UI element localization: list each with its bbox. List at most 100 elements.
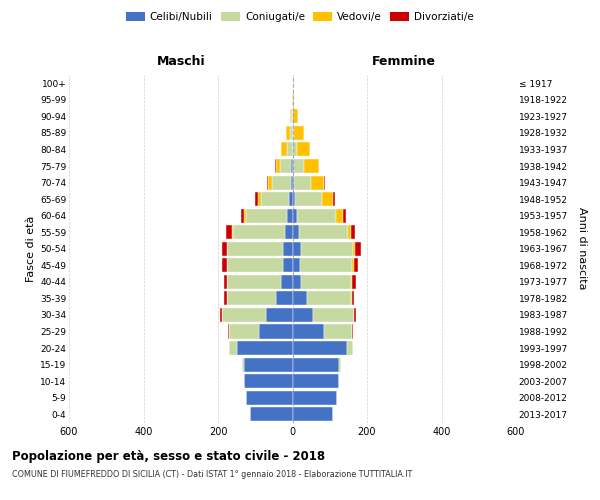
Bar bbox=[227, 242, 283, 256]
Bar bbox=[343, 208, 346, 222]
Bar bbox=[258, 192, 261, 206]
Bar bbox=[351, 275, 352, 289]
Bar bbox=[347, 225, 350, 239]
Bar bbox=[276, 292, 293, 306]
Bar bbox=[236, 341, 293, 355]
Text: COMUNE DI FIUMEFREDDO DI SICILIA (CT) - Dati ISTAT 1° gennaio 2018 - Elaborazion: COMUNE DI FIUMEFREDDO DI SICILIA (CT) - … bbox=[12, 470, 412, 479]
Bar bbox=[322, 192, 333, 206]
Bar bbox=[293, 258, 300, 272]
Bar bbox=[226, 225, 232, 239]
Bar bbox=[228, 324, 229, 338]
Bar bbox=[285, 225, 293, 239]
Bar bbox=[261, 192, 289, 206]
Bar bbox=[352, 292, 354, 306]
Bar bbox=[227, 258, 283, 272]
Bar bbox=[241, 208, 244, 222]
Bar bbox=[297, 208, 336, 222]
Bar bbox=[246, 390, 293, 404]
Bar bbox=[293, 358, 339, 372]
Bar bbox=[244, 374, 293, 388]
Bar bbox=[276, 159, 280, 173]
Bar bbox=[307, 292, 352, 306]
Bar bbox=[287, 142, 293, 156]
Bar bbox=[229, 324, 259, 338]
Bar bbox=[293, 308, 313, 322]
Bar bbox=[297, 142, 310, 156]
Bar bbox=[286, 126, 290, 140]
Bar bbox=[222, 242, 227, 256]
Bar bbox=[293, 390, 337, 404]
Bar bbox=[299, 225, 347, 239]
Text: Maschi: Maschi bbox=[157, 55, 205, 68]
Bar bbox=[290, 176, 293, 190]
Bar bbox=[304, 159, 319, 173]
Bar bbox=[347, 341, 353, 355]
Bar bbox=[293, 159, 304, 173]
Bar bbox=[246, 208, 287, 222]
Bar bbox=[290, 110, 292, 124]
Bar bbox=[280, 159, 292, 173]
Bar bbox=[293, 126, 295, 140]
Bar bbox=[292, 93, 293, 107]
Bar bbox=[293, 292, 307, 306]
Bar bbox=[293, 275, 301, 289]
Text: Femmine: Femmine bbox=[372, 55, 436, 68]
Bar bbox=[295, 126, 304, 140]
Bar bbox=[333, 192, 335, 206]
Bar bbox=[229, 341, 236, 355]
Bar bbox=[287, 208, 293, 222]
Bar bbox=[293, 142, 297, 156]
Bar bbox=[339, 358, 341, 372]
Bar bbox=[354, 258, 358, 272]
Bar bbox=[292, 159, 293, 173]
Legend: Celibi/Nubili, Coniugati/e, Vedovi/e, Divorziati/e: Celibi/Nubili, Coniugati/e, Vedovi/e, Di… bbox=[122, 8, 478, 26]
Bar bbox=[227, 275, 281, 289]
Bar bbox=[350, 225, 355, 239]
Bar bbox=[244, 358, 293, 372]
Bar bbox=[293, 93, 295, 107]
Bar bbox=[352, 258, 354, 272]
Bar bbox=[352, 324, 353, 338]
Bar bbox=[293, 341, 347, 355]
Bar bbox=[255, 192, 258, 206]
Bar bbox=[355, 242, 361, 256]
Bar bbox=[233, 225, 285, 239]
Bar bbox=[293, 176, 294, 190]
Bar bbox=[283, 242, 293, 256]
Bar bbox=[266, 308, 293, 322]
Bar bbox=[250, 407, 293, 422]
Bar bbox=[232, 225, 233, 239]
Bar bbox=[275, 159, 276, 173]
Bar bbox=[311, 176, 324, 190]
Bar bbox=[292, 110, 293, 124]
Y-axis label: Anni di nascita: Anni di nascita bbox=[577, 208, 587, 290]
Bar bbox=[227, 292, 276, 306]
Bar bbox=[295, 192, 322, 206]
Bar bbox=[324, 176, 325, 190]
Bar bbox=[268, 176, 272, 190]
Bar bbox=[267, 176, 268, 190]
Bar bbox=[289, 192, 293, 206]
Bar bbox=[293, 407, 334, 422]
Bar bbox=[301, 275, 351, 289]
Bar bbox=[293, 225, 299, 239]
Bar bbox=[352, 275, 356, 289]
Bar bbox=[281, 142, 287, 156]
Bar bbox=[293, 110, 298, 124]
Bar bbox=[244, 208, 246, 222]
Bar bbox=[259, 324, 293, 338]
Bar bbox=[353, 242, 355, 256]
Bar bbox=[293, 242, 301, 256]
Bar bbox=[301, 242, 353, 256]
Bar bbox=[354, 308, 356, 322]
Bar bbox=[281, 275, 293, 289]
Bar bbox=[324, 324, 352, 338]
Bar bbox=[220, 308, 222, 322]
Bar bbox=[293, 324, 324, 338]
Bar bbox=[293, 192, 295, 206]
Bar bbox=[224, 275, 227, 289]
Bar bbox=[300, 258, 352, 272]
Bar bbox=[313, 308, 354, 322]
Bar bbox=[293, 208, 297, 222]
Bar bbox=[224, 292, 227, 306]
